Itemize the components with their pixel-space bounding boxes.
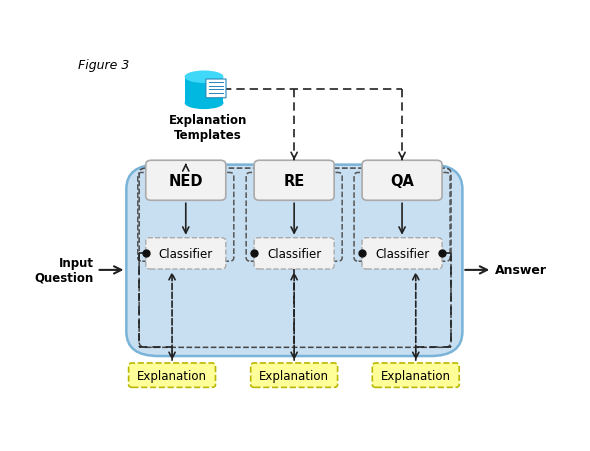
FancyBboxPatch shape xyxy=(146,161,226,201)
Text: Input
Question: Input Question xyxy=(34,256,93,284)
Text: NED: NED xyxy=(169,173,203,189)
FancyBboxPatch shape xyxy=(146,238,226,269)
Text: Answer: Answer xyxy=(496,264,548,277)
FancyBboxPatch shape xyxy=(362,161,442,201)
Ellipse shape xyxy=(185,71,224,84)
Text: Figure 3: Figure 3 xyxy=(78,60,130,72)
FancyBboxPatch shape xyxy=(206,80,226,99)
FancyBboxPatch shape xyxy=(126,165,463,356)
Text: Explanation
Templates: Explanation Templates xyxy=(169,113,247,141)
Text: RE: RE xyxy=(284,173,305,189)
Text: Explanation: Explanation xyxy=(381,369,451,382)
Text: Classifier: Classifier xyxy=(159,247,213,260)
Text: Explanation: Explanation xyxy=(259,369,329,382)
Text: Classifier: Classifier xyxy=(267,247,322,260)
Text: QA: QA xyxy=(390,173,414,189)
Text: Explanation: Explanation xyxy=(137,369,207,382)
FancyBboxPatch shape xyxy=(362,238,442,269)
Ellipse shape xyxy=(185,97,224,110)
Text: Classifier: Classifier xyxy=(375,247,429,260)
FancyBboxPatch shape xyxy=(254,238,334,269)
FancyBboxPatch shape xyxy=(254,161,334,201)
FancyBboxPatch shape xyxy=(251,363,337,387)
FancyBboxPatch shape xyxy=(129,363,215,387)
Bar xyxy=(185,78,224,104)
FancyBboxPatch shape xyxy=(372,363,459,387)
